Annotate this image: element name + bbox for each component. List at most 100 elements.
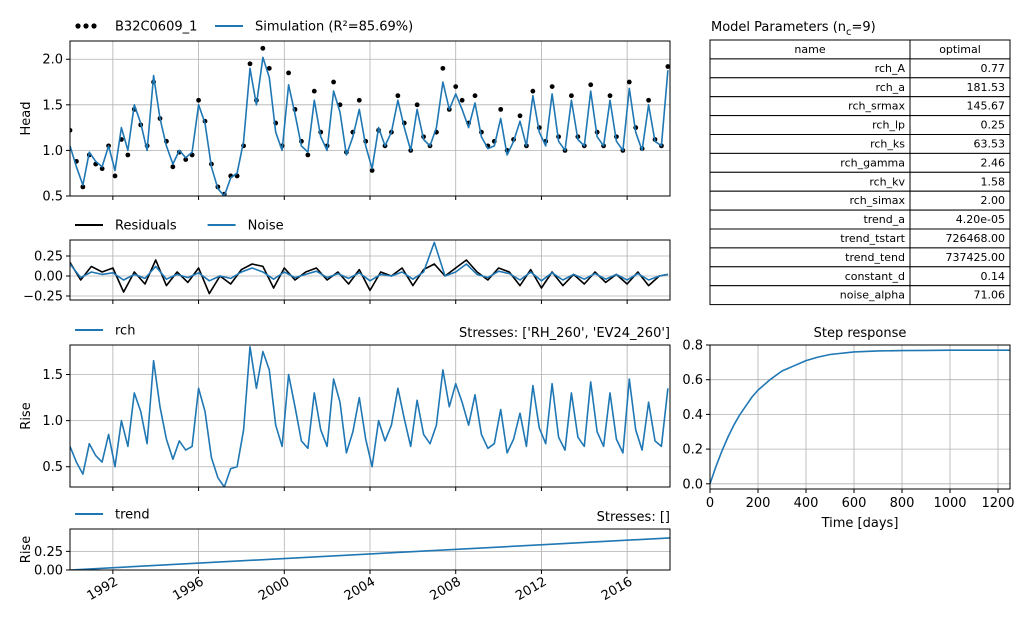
- obs-point: [472, 93, 478, 99]
- obs-point: [517, 113, 523, 119]
- obs-point: [170, 164, 176, 170]
- trend-legend-label-0: trend: [115, 508, 150, 523]
- obs-point: [286, 70, 291, 76]
- param-value: 737425.00: [946, 251, 1006, 264]
- obs-point: [80, 184, 86, 190]
- obs-point: [260, 45, 266, 51]
- residuals-legend-label-0: Residuals: [115, 219, 177, 234]
- rch-stresses-title: Stresses: ['RH_260', 'EV24_260']: [459, 326, 670, 341]
- step-title: Step response: [814, 326, 907, 341]
- step-series-group: [710, 349, 1010, 485]
- param-name: rch_ks: [870, 138, 905, 151]
- param-value: 0.14: [981, 270, 1006, 283]
- param-name: trend_a: [863, 213, 905, 226]
- head-ytick-label: 1.0: [42, 144, 63, 159]
- obs-point: [266, 65, 272, 71]
- obs-point: [125, 152, 131, 158]
- trend-xtick-label: 2000: [256, 574, 292, 604]
- residuals-ytick-label: 0.00: [34, 270, 63, 285]
- obs-point: [626, 79, 632, 85]
- step-ytick-label: 0.2: [682, 443, 703, 458]
- param-name: rch_gamma: [840, 156, 905, 169]
- obs-point: [196, 97, 201, 103]
- trend-ylabel: Rise: [19, 536, 34, 563]
- trend-xtick-label: 1996: [170, 574, 206, 604]
- trend-line-0: [70, 537, 670, 570]
- obs-point: [356, 97, 362, 103]
- head-ylabel: Head: [19, 102, 34, 136]
- rch-ytick-label: 0.5: [42, 460, 63, 475]
- step-xtick-label: 1000: [933, 496, 966, 511]
- param-value: 726468.00: [946, 232, 1006, 245]
- trend-stresses-title: Stresses: []: [597, 510, 670, 525]
- obs-point: [588, 82, 594, 88]
- obs-point: [331, 79, 336, 85]
- step-xtick-label: 200: [746, 496, 771, 511]
- residuals-line-0: [70, 259, 669, 295]
- head-legend-label-0: B32C0609_1: [115, 20, 197, 35]
- param-value: 63.53: [974, 138, 1006, 151]
- obs-point: [369, 168, 375, 173]
- param-value: 0.25: [981, 119, 1006, 132]
- trend-xtick-label: 1992: [85, 574, 121, 604]
- obs-point: [70, 127, 73, 133]
- table-cell: [909, 285, 1011, 306]
- table-header-name: name: [794, 43, 825, 56]
- step-xtick-label: 400: [794, 496, 819, 511]
- legend-marker: [75, 23, 81, 29]
- legend-marker: [91, 23, 97, 29]
- head-line-1: [70, 56, 669, 196]
- obs-point: [247, 61, 253, 67]
- step-panel: 0.0 0.2 0.4 0.6 0.8 0 200 400 600 800 1000 1200 Time…: [682, 326, 1014, 531]
- step-xtick-label: 0: [706, 496, 714, 511]
- rch-ylabel: Rise: [19, 402, 34, 429]
- param-name: rch_srmax: [848, 100, 905, 113]
- trend-xtick-label: 2012: [513, 574, 549, 604]
- obs-point: [569, 93, 574, 99]
- step-ytick-label: 0.0: [682, 477, 703, 492]
- obs-point: [549, 84, 555, 89]
- trend-ytick-label: 0.25: [34, 545, 63, 560]
- obs-point: [440, 65, 446, 71]
- residuals-ytick-label: −0.25: [23, 290, 63, 305]
- residuals-ytick-label: 0.25: [34, 250, 63, 265]
- obs-point: [305, 152, 311, 158]
- rch-panel: 0.5 1.0 1.5 Rise Stresses: ['RH_260', 'EV24_…: [19, 324, 671, 491]
- step-xtick-label: 800: [890, 496, 915, 511]
- step-frame: [709, 344, 1011, 490]
- obs-point: [395, 93, 401, 99]
- head-ytick-label: 2.0: [42, 53, 63, 68]
- residuals-legend-label-1: Noise: [248, 219, 284, 234]
- param-value: 1.58: [981, 175, 1006, 188]
- params-title: Model Parameters (nc=9): [711, 20, 876, 38]
- param-value: 4.20e-05: [956, 213, 1005, 226]
- trend-xtick-label: 2004: [342, 574, 378, 604]
- obs-point: [498, 106, 504, 112]
- head-ytick-label: 0.5: [42, 190, 63, 205]
- legend-marker: [83, 23, 89, 29]
- obs-point: [414, 102, 420, 108]
- param-value: 145.67: [967, 100, 1006, 113]
- obs-point: [665, 64, 670, 69]
- rch-series-group: [70, 346, 669, 487]
- rch-ytick-label: 1.5: [42, 368, 63, 383]
- obs-point: [183, 157, 189, 162]
- trend-xtick-label: 2008: [428, 574, 464, 604]
- param-value: 2.46: [981, 156, 1006, 169]
- head-panel: 0.5 1.0 1.5 2.0 Head B32C0609_1 Simulation (R²…: [19, 20, 671, 205]
- param-value: 2.00: [981, 194, 1006, 207]
- param-value: 181.53: [967, 81, 1006, 94]
- param-name: noise_alpha: [840, 289, 905, 302]
- obs-point: [453, 84, 459, 89]
- obs-point: [607, 93, 613, 99]
- trend-xtick-label: 2016: [599, 574, 635, 604]
- step-xtick-label: 600: [842, 496, 867, 511]
- param-name: rch_lp: [872, 119, 905, 132]
- param-name: trend_tstart: [840, 232, 905, 245]
- obs-point: [459, 97, 465, 103]
- param-name: rch_simax: [849, 194, 905, 207]
- params-table: Model Parameters (nc=9) name optimal rch_A 0…: [709, 20, 1011, 306]
- obs-point: [646, 97, 651, 103]
- trend-series-group: [70, 537, 670, 570]
